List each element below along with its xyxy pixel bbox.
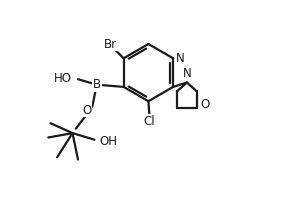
Text: Cl: Cl xyxy=(144,114,155,128)
Text: O: O xyxy=(201,98,210,111)
Text: N: N xyxy=(183,67,191,80)
Text: O: O xyxy=(82,103,91,117)
Text: B: B xyxy=(93,78,101,91)
Text: OH: OH xyxy=(99,135,117,149)
Text: Br: Br xyxy=(104,37,117,51)
Text: HO: HO xyxy=(53,72,71,85)
Text: N: N xyxy=(176,52,185,65)
